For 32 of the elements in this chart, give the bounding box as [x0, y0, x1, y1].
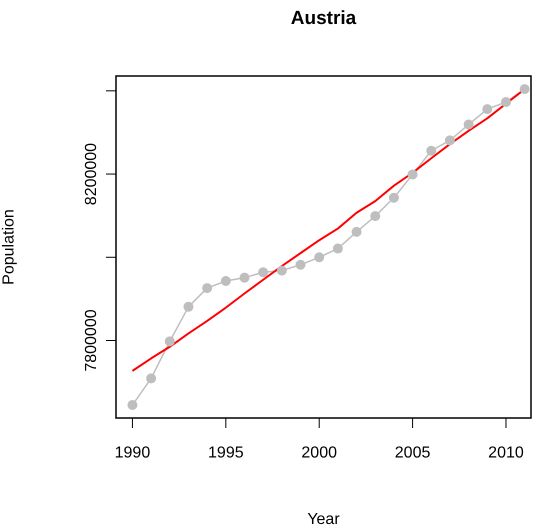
point — [388, 192, 399, 203]
point — [239, 272, 250, 283]
chart-title: Austria — [290, 8, 358, 30]
x-tick-label: 2000 — [301, 444, 338, 462]
x-tick-label: 2005 — [394, 444, 430, 462]
point — [444, 135, 455, 146]
x-axis-title: Year — [307, 511, 340, 528]
point — [220, 276, 231, 286]
point — [127, 400, 138, 410]
point — [464, 120, 474, 130]
point — [482, 104, 492, 114]
x-tick-label: 1995 — [208, 444, 244, 462]
x-tick-label: 2010 — [488, 444, 524, 462]
y-axis-title: Population — [0, 209, 18, 285]
point — [520, 84, 530, 94]
point — [408, 169, 418, 180]
y-tick-label: 8200000 — [83, 142, 100, 206]
point — [183, 302, 194, 312]
point — [276, 266, 287, 276]
point — [164, 336, 175, 346]
point — [370, 211, 380, 222]
y-tick-label: 7800000 — [83, 309, 100, 372]
x-tick-label: 1990 — [114, 444, 150, 462]
point — [500, 97, 511, 108]
point — [352, 226, 362, 237]
point — [202, 283, 212, 294]
point — [146, 373, 156, 384]
point — [426, 146, 436, 156]
point — [314, 252, 324, 262]
point — [296, 260, 306, 270]
point — [258, 267, 268, 278]
point — [332, 244, 343, 254]
